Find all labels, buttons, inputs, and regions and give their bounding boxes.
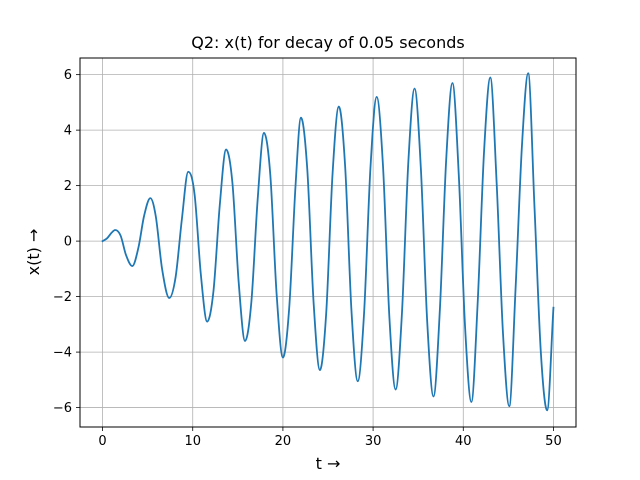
y-tick-label: −4	[53, 346, 72, 361]
chart-title: Q2: x(t) for decay of 0.05 seconds	[191, 33, 464, 52]
x-tick-label: 50	[545, 434, 562, 449]
x-tick-label: 30	[365, 434, 382, 449]
series-layer	[101, 72, 555, 412]
y-tick-label: 0	[64, 235, 72, 250]
x-tick-label: 0	[98, 434, 106, 449]
y-tick-label: 2	[64, 179, 72, 194]
y-axis-label: x(t) →	[24, 229, 43, 276]
x-axis-label: t →	[316, 454, 341, 473]
y-tick-label: −2	[53, 290, 72, 305]
y-tick-label: −6	[53, 401, 72, 416]
y-tick-label: 4	[64, 124, 72, 139]
y-tick-label: 6	[64, 68, 72, 83]
ticks: 0 10 20 30 40 50 −6 −4 −2 0 2 4 6	[53, 68, 562, 449]
x-tick-label: 40	[455, 434, 472, 449]
series-line	[101, 72, 555, 412]
plot-frame	[79, 57, 577, 428]
x-tick-label: 10	[184, 434, 201, 449]
grid	[80, 58, 576, 427]
x-tick-label: 20	[275, 434, 292, 449]
